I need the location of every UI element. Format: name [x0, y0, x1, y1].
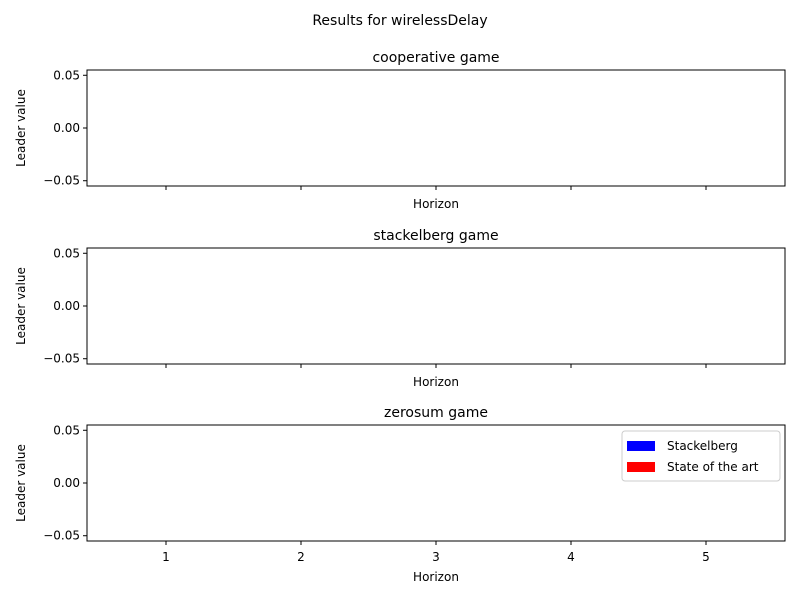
x-axis-label: Horizon — [413, 375, 459, 389]
x-tick-label: 3 — [432, 550, 440, 564]
y-axis-label: Leader value — [14, 267, 28, 345]
legend-swatch-stackelberg — [627, 441, 655, 451]
legend-swatch-state-of-the-art — [627, 462, 655, 472]
y-tick-label: 0.05 — [53, 68, 80, 82]
y-tick-label: 0.00 — [53, 476, 80, 490]
x-tick-label: 1 — [162, 550, 170, 564]
subplot-1: cooperative game 0.05 0.00 −0.05 Horizon Lead… — [14, 50, 786, 211]
plot-area-frame — [86, 69, 786, 187]
subplot-title: zerosum game — [384, 405, 488, 421]
legend: Stackelberg State of the art — [621, 430, 781, 482]
figure-suptitle: Results for wirelessDelay — [312, 13, 487, 29]
legend-label-state-of-the-art: State of the art — [667, 460, 759, 474]
plot-area-frame — [86, 247, 786, 365]
x-axis-label: Horizon — [413, 197, 459, 211]
legend-label-stackelberg: Stackelberg — [667, 439, 738, 453]
x-tick-label: 4 — [567, 550, 575, 564]
x-tick-label: 5 — [702, 550, 710, 564]
subplot-3: zerosum game 0.05 0.00 −0.05 1 2 3 4 5 Horizon Lea… — [14, 405, 786, 584]
x-axis-label: Horizon — [413, 570, 459, 584]
y-tick-label: 0.00 — [53, 121, 80, 135]
y-tick-label: −0.05 — [43, 529, 80, 543]
y-axis-label: Leader value — [14, 444, 28, 522]
subplot-2: stackelberg game 0.05 0.00 −0.05 Horizon Lead… — [14, 228, 786, 389]
y-tick-label: −0.05 — [43, 352, 80, 366]
x-tick-label: 2 — [297, 550, 305, 564]
y-tick-label: 0.05 — [53, 423, 80, 437]
legend-frame — [621, 430, 781, 482]
y-tick-label: 0.05 — [53, 246, 80, 260]
y-tick-label: 0.00 — [53, 299, 80, 313]
subplot-title: stackelberg game — [373, 228, 498, 244]
y-tick-label: −0.05 — [43, 174, 80, 188]
y-axis-label: Leader value — [14, 89, 28, 167]
subplot-title: cooperative game — [372, 50, 499, 66]
